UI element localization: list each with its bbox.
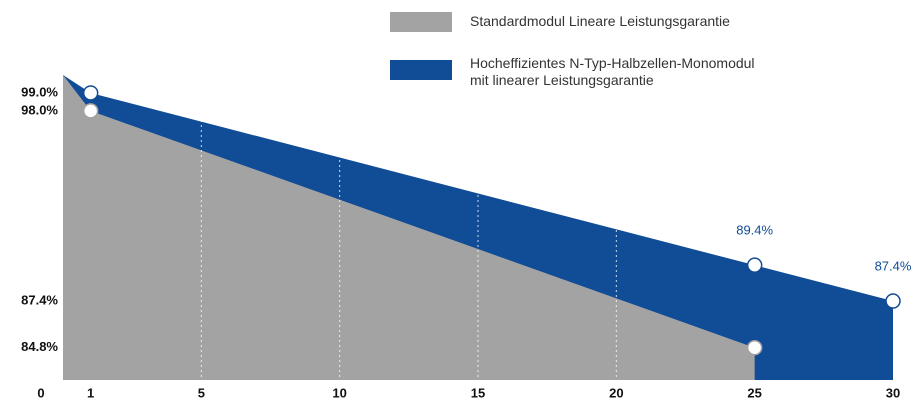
point — [82, 85, 99, 101]
legend-swatch — [390, 12, 452, 32]
y-tick-label: 99.0% — [21, 84, 58, 99]
x-tick-label: 15 — [471, 385, 485, 400]
x-tick-label: 25 — [747, 385, 761, 400]
y-tick-label: 98.0% — [21, 102, 58, 117]
point — [746, 257, 763, 273]
x-tick-label: 10 — [332, 385, 346, 400]
data-label: 89.4% — [736, 223, 773, 238]
x-tick-label: 20 — [609, 385, 623, 400]
x-tick-label: 1 — [87, 385, 94, 400]
y-tick-label: 87.4% — [21, 292, 58, 307]
y-tick-label: 84.8% — [21, 339, 58, 354]
point — [746, 339, 763, 356]
area — [63, 75, 755, 380]
x-tick-label: 0 — [37, 385, 44, 400]
legend-swatch — [390, 60, 452, 80]
legend-label: Standardmodul Lineare Leistungsgarantie — [470, 13, 730, 29]
legend-label: Hocheffizientes N-Typ-Halbzellen-Monomod… — [470, 55, 755, 88]
point — [82, 103, 99, 119]
x-tick-label: 30 — [886, 385, 900, 400]
x-tick-label: 5 — [198, 385, 205, 400]
data-label: 87.4% — [875, 258, 912, 273]
point — [885, 293, 901, 309]
